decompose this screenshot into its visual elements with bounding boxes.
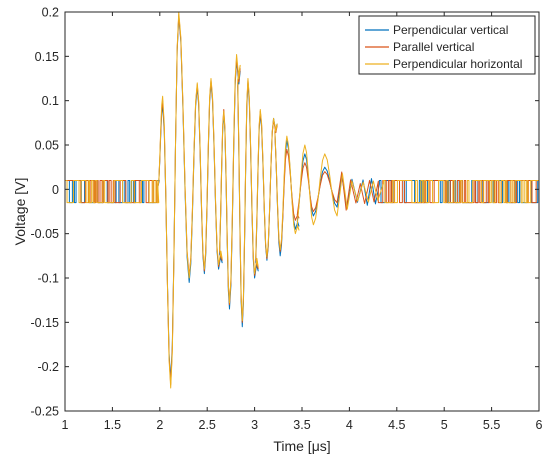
x-tick-label: 6 [536,418,543,432]
y-tick-label: -0.25 [31,405,60,419]
plot-area: 1 1.5 2 2.5 3 3.5 4 4.5 5 5.5 6 -0.25 -0.2 -0.15 -0.1… [31,6,543,433]
x-axis-label: Time [μs] [273,438,330,454]
series-line-3 [65,11,539,389]
series-layer [65,11,539,389]
legend-items: Perpendicular vertical Parallel vertical P… [365,23,522,71]
legend-label-1: Perpendicular vertical [393,23,508,37]
x-tick-label: 5.5 [483,418,500,432]
legend-label-2: Parallel vertical [393,40,474,54]
x-tick-label: 3.5 [293,418,310,432]
legend-label-3: Perpendicular horizontal [393,57,522,71]
x-tick-label: 1.5 [104,418,121,432]
y-tick-label: 0.15 [35,50,59,64]
y-tick-label: -0.05 [31,227,60,241]
y-tick-label: 0.1 [42,94,59,108]
y-tick-label: 0.05 [35,139,59,153]
y-tick-label: -0.1 [37,272,59,286]
y-tick-label: 0 [52,183,59,197]
y-tick-label: -0.15 [31,316,60,330]
x-ticks: 1 1.5 2 2.5 3 3.5 4 4.5 5 5.5 6 [62,12,543,432]
y-tick-label: -0.2 [37,360,59,374]
legend: Perpendicular vertical Parallel vertical P… [358,15,536,75]
x-tick-label: 2 [156,418,163,432]
x-tick-label: 4 [346,418,353,432]
y-ticks: -0.25 -0.2 -0.15 -0.1 -0.05 0 0.05 0.1 0.15 0.2 [31,6,539,419]
x-tick-label: 3 [251,418,258,432]
x-tick-label: 4.5 [388,418,405,432]
axes-background [65,12,539,411]
x-tick-label: 5 [441,418,448,432]
x-tick-label: 1 [62,418,69,432]
x-tick-label: 2.5 [199,418,216,432]
y-tick-label: 0.2 [42,6,59,20]
y-axis-label: Voltage [V] [12,178,28,246]
